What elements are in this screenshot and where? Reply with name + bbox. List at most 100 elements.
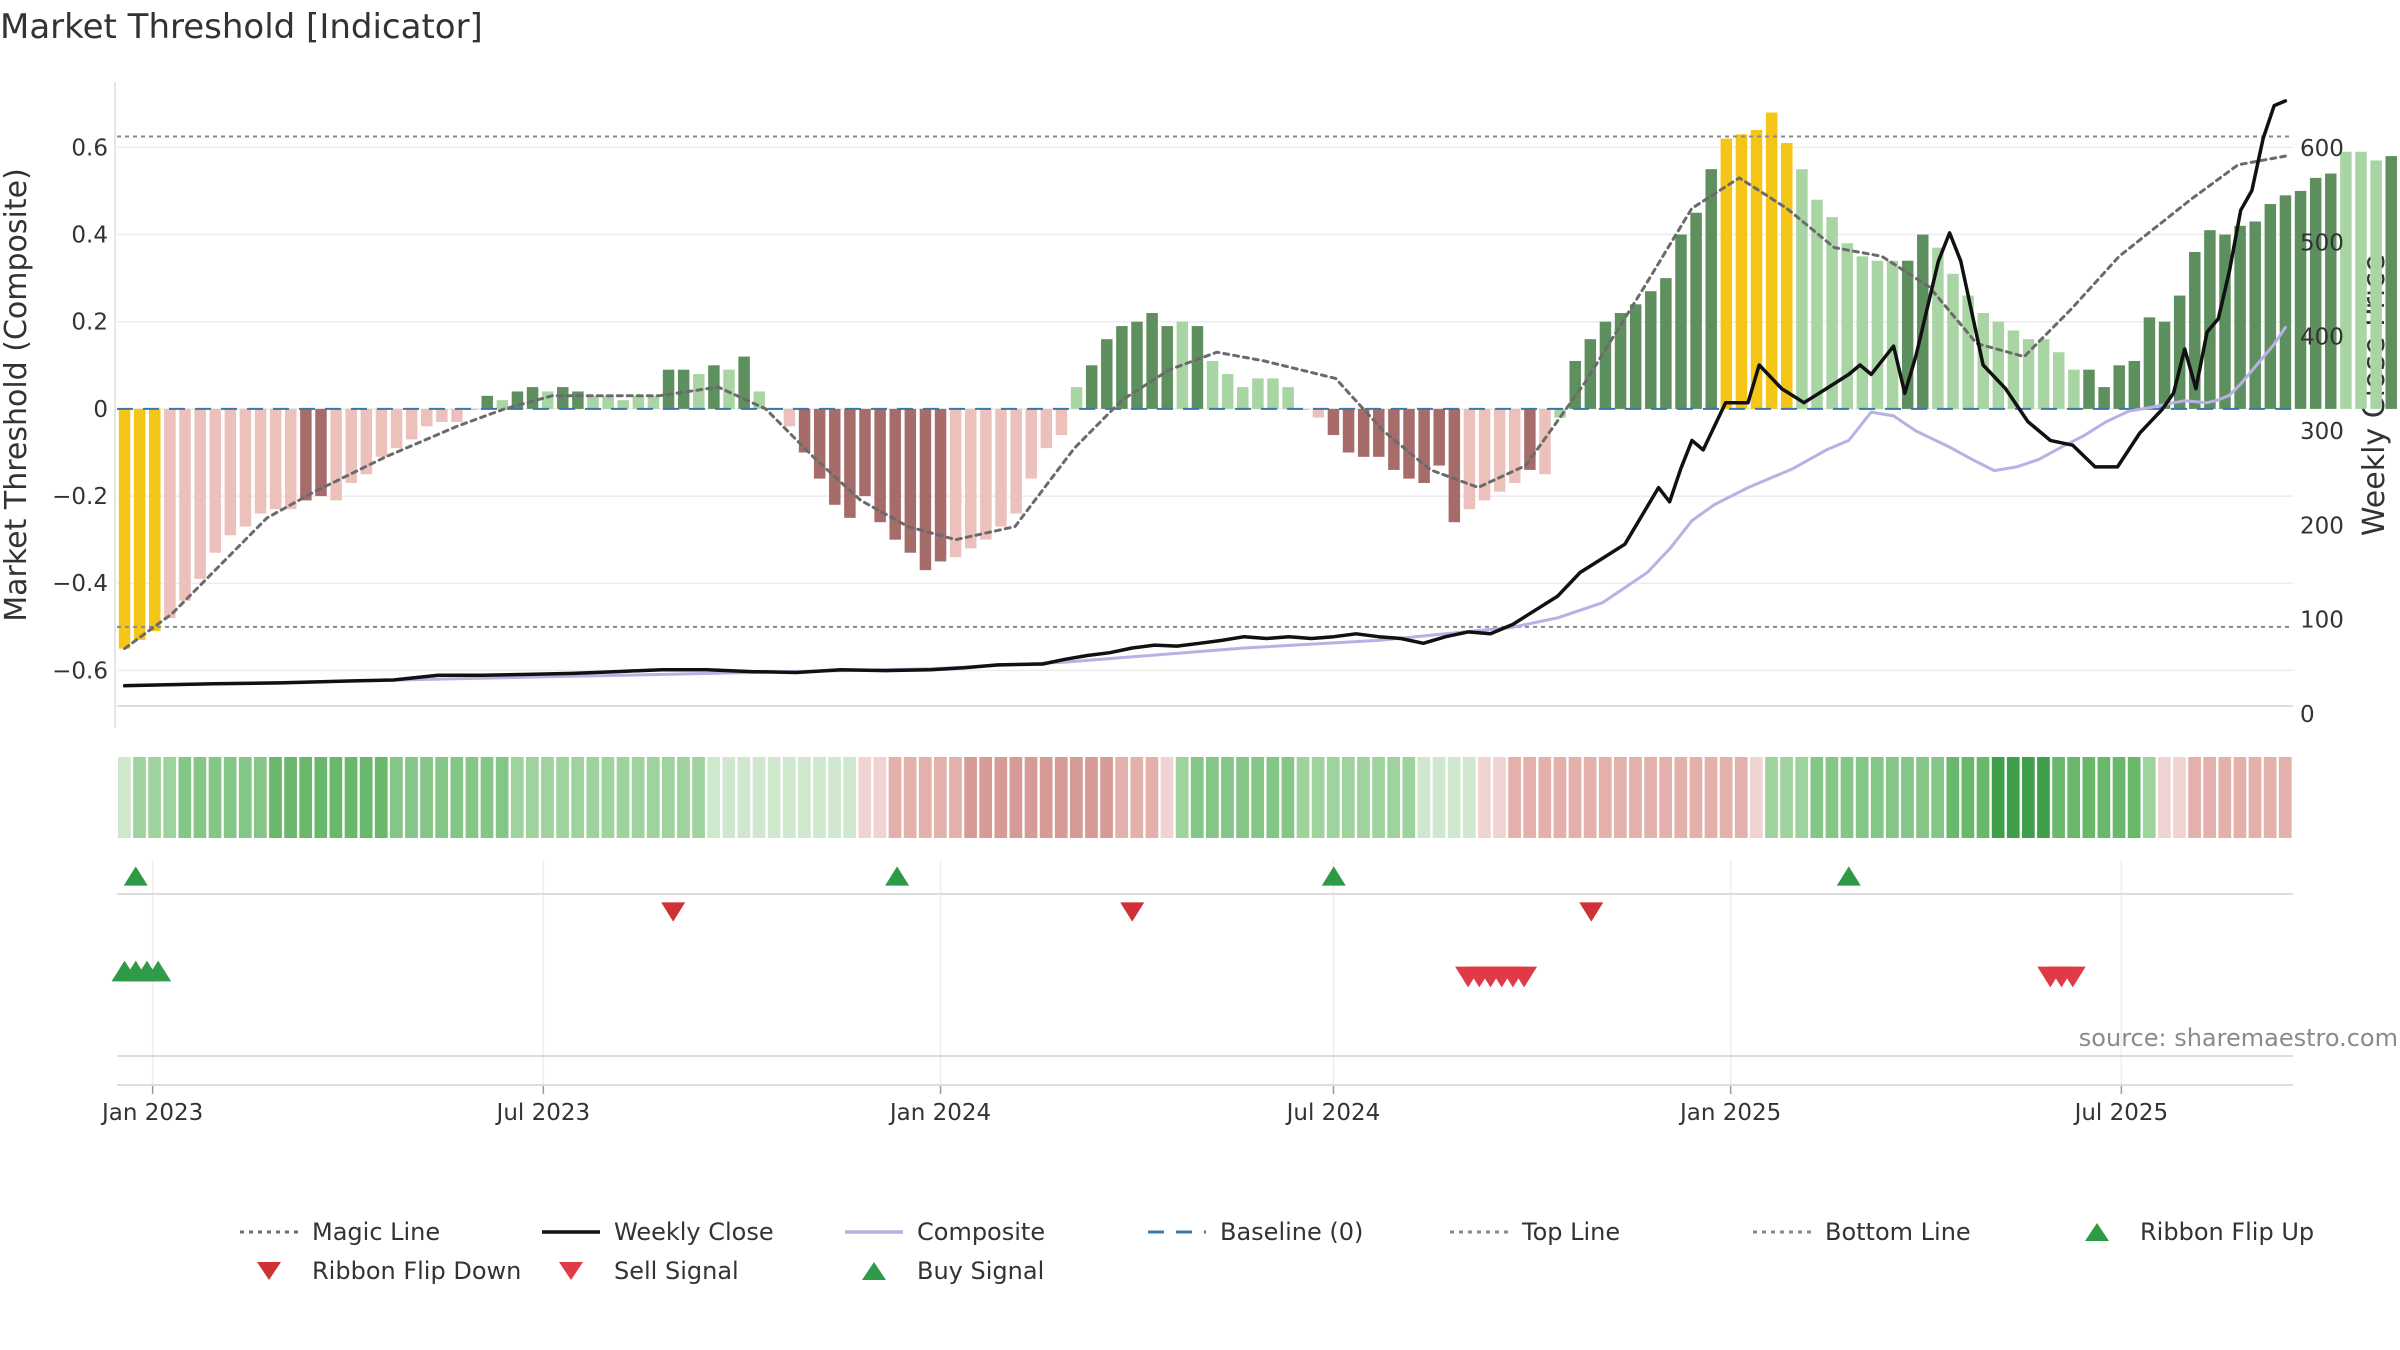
- ribbon-cell: [556, 757, 569, 838]
- composite-bar: [1826, 217, 1838, 409]
- x-tick-label: Jan 2023: [100, 1100, 203, 1126]
- ribbon-cell: [813, 757, 826, 838]
- composite-bar: [2128, 360, 2141, 409]
- ribbon-cell: [692, 757, 705, 838]
- composite-bar: [1116, 326, 1128, 409]
- ribbon-cell: [374, 757, 388, 838]
- composite-bar: [1478, 408, 1491, 501]
- composite-bar: [1267, 378, 1279, 409]
- ribbon-cell: [1614, 757, 1627, 838]
- ribbon-cell: [1009, 757, 1023, 838]
- triangle-up-icon: [862, 1262, 886, 1280]
- ribbon-cell: [1115, 757, 1129, 838]
- ribbon-cell: [254, 757, 267, 838]
- composite-bar: [224, 408, 237, 536]
- ribbon-cell: [616, 757, 630, 838]
- ribbon-cell: [1855, 757, 1869, 838]
- ribbon-cell: [1145, 757, 1159, 838]
- composite-bar: [1433, 408, 1445, 466]
- ribbon-cell: [1780, 757, 1793, 838]
- composite-bar: [149, 408, 161, 632]
- ribbon-cell: [495, 757, 509, 838]
- composite-bar: [2068, 369, 2080, 409]
- ribbon-cell: [1538, 757, 1552, 838]
- chart-title: Market Threshold [Indicator]: [0, 7, 483, 47]
- ribbon-cell: [238, 757, 252, 838]
- ribbon-cell: [2263, 757, 2277, 838]
- composite-bar: [572, 391, 584, 409]
- composite-bar: [1070, 387, 1083, 409]
- ribbon-cell: [934, 757, 947, 838]
- markers-layer: [111, 866, 2086, 988]
- ribbon-cell: [1296, 757, 1310, 838]
- ribbon-cell: [2022, 757, 2035, 838]
- legend-item: Sell Signal: [559, 1257, 739, 1285]
- legend-item: Ribbon Flip Up: [2085, 1218, 2314, 1246]
- composite-bar: [2143, 317, 2156, 409]
- ribbon-cell: [1462, 757, 1476, 838]
- composite-bar: [602, 395, 614, 409]
- ribbon-flip-up-marker: [1836, 866, 1861, 886]
- ribbon-cell: [979, 757, 993, 838]
- composite-bar: [889, 408, 901, 540]
- composite-bar: [1750, 129, 1763, 409]
- sell-signal-marker: [1511, 966, 1538, 988]
- ribbon-cell: [1870, 757, 1884, 838]
- composite-bar: [390, 408, 403, 449]
- buy-signal-marker: [145, 960, 172, 982]
- ribbon-cell: [1070, 757, 1083, 838]
- composite-bar: [1841, 243, 1853, 409]
- legend-label: Sell Signal: [614, 1257, 739, 1285]
- ribbon-cell: [1916, 757, 1929, 838]
- composite-bar: [904, 408, 917, 553]
- ribbon-cell: [2248, 757, 2262, 838]
- ribbon-cell: [1508, 757, 1521, 838]
- composite-bar: [2158, 321, 2171, 409]
- composite-bar: [330, 408, 342, 501]
- composite-bar: [919, 408, 932, 571]
- ribbon-cell: [1750, 757, 1763, 838]
- composite-bar: [2309, 177, 2322, 409]
- ribbon-cell: [1039, 757, 1053, 838]
- composite-bar: [1146, 313, 1158, 409]
- composite-bar: [1191, 326, 1204, 409]
- ribbon-cell: [208, 757, 222, 838]
- composite-bar: [209, 408, 221, 553]
- x-tick-label: Jul 2024: [1285, 1100, 1381, 1126]
- composite-bar: [1040, 408, 1053, 449]
- y-right-tick-label: 500: [2300, 230, 2344, 256]
- composite-bar: [708, 365, 720, 409]
- composite-bar: [980, 408, 992, 540]
- ribbon-cell: [1251, 757, 1265, 838]
- ribbon-cell: [2203, 757, 2217, 838]
- triangle-down-icon: [559, 1262, 583, 1280]
- sell-signal-marker: [2059, 966, 2086, 988]
- composite-bar: [2022, 339, 2035, 409]
- composite-bar: [557, 387, 569, 409]
- ribbon-cell: [1493, 757, 1506, 838]
- legend-label: Magic Line: [312, 1218, 440, 1246]
- composite-bar: [345, 408, 357, 483]
- y-axis-left-label: Market Threshold (Composite): [0, 168, 34, 622]
- ribbon-cell: [1326, 757, 1340, 838]
- ribbon-flip-down-marker: [1579, 902, 1604, 922]
- ribbon-cell: [994, 757, 1008, 838]
- ribbon-cell: [1221, 757, 1234, 838]
- legend-item: Baseline (0): [1148, 1218, 1363, 1246]
- ribbon-flip-up-marker: [1321, 866, 1346, 886]
- legend-label: Ribbon Flip Up: [2140, 1218, 2314, 1246]
- composite-bar: [405, 408, 418, 440]
- ribbon-cell: [1810, 757, 1824, 838]
- ribbon-cell: [873, 757, 887, 838]
- ribbon-cell: [1765, 757, 1778, 838]
- composite-bar: [1206, 360, 1219, 409]
- ribbon-cell: [2142, 757, 2156, 838]
- composite-bar: [798, 408, 811, 453]
- composite-bar: [2325, 173, 2337, 409]
- composite-bar: [1221, 374, 1234, 409]
- ribbon-cell: [1840, 757, 1854, 838]
- y-left-tick-label: −0.2: [52, 484, 108, 510]
- composite-bar: [2037, 339, 2050, 409]
- ribbon-cell: [284, 757, 297, 838]
